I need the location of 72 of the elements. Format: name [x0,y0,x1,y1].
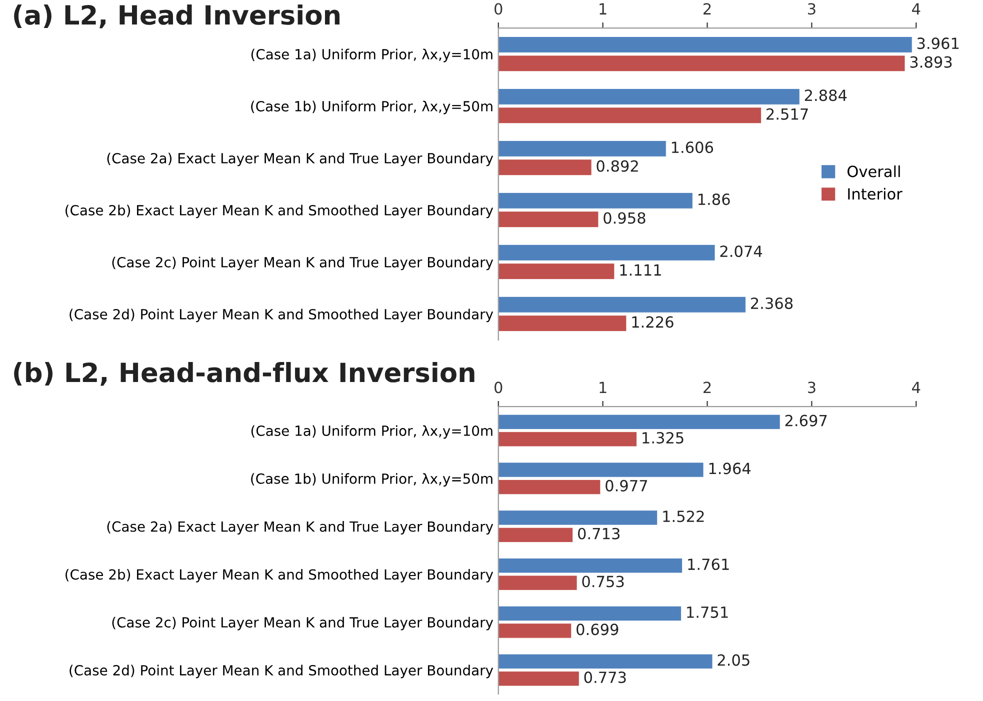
x-tick-label: 0 [494,3,502,15]
y-tick-label: (Case 1a) Uniform Prior, λx,y=10m [251,48,492,62]
bar [498,480,601,495]
data-label: 1.111 [620,264,661,276]
y-tick-label: (Case 2d) Point Layer Mean K and Smoothed Layer Boundary [70,664,494,678]
bar [498,510,658,526]
data-label: 1.522 [663,510,704,522]
data-label: 1.751 [687,606,728,618]
bar [498,107,762,124]
data-label: 0.699 [576,624,618,636]
y-tick-label: (Case 2a) Exact Layer Mean K and True Layer Boundary [107,152,494,166]
data-label: 2.517 [766,108,808,120]
bar [498,527,574,542]
text: (b) L2, Head-and-flux Inversion [14,362,474,386]
bar [498,244,716,261]
data-label: 1.226 [632,316,674,328]
bar [498,159,592,176]
bar [498,296,746,313]
y-tick-label: (Case 1a) Uniform Prior, λx,y=10m [251,425,492,439]
bar [498,462,704,478]
x-tick-label: 2 [704,3,711,14]
x-tick-label: 3 [808,382,816,394]
data-label: 0.958 [604,212,646,224]
y-tick-label: (Case 2c) Point Layer Mean K and True Layer Boundary [112,256,494,270]
y-tick-label: (Case 1b) Uniform Prior, λx,y=50m [251,100,492,114]
x-tick-label: 4 [912,3,920,14]
y-tick-label: (Case 2b) Exact Layer Mean K and Smoothed Layer Boundary [66,568,494,582]
bar [498,315,627,332]
data-label: 0.713 [578,528,620,540]
x-tick-label: 3 [808,3,816,15]
bar [498,671,580,686]
y-tick-label: (Case 2a) Exact Layer Mean K and True Layer Boundary [107,521,494,534]
bar [498,140,666,157]
data-label: 1.606 [672,142,714,154]
bar [498,606,682,622]
bar [498,55,906,72]
bar [498,432,637,447]
data-label: 3.961 [917,38,959,50]
bar [498,192,693,209]
bar [498,414,780,430]
x-tick-label: 1 [600,382,606,393]
text: (a) L2, Head Inversion [14,4,340,28]
data-label: 1.964 [709,462,751,474]
y-tick-label: (Case 2b) Exact Layer Mean K and Smoothed Layer Boundary [66,204,494,218]
data-label: 2.074 [720,246,762,258]
bar [498,654,713,669]
data-label: 0.753 [582,576,624,588]
bar [498,36,912,53]
y-tick-label: (Case 1b) Uniform Prior, λx,y=50m [251,473,492,487]
data-label: 0.977 [606,480,648,492]
data-label: 2.884 [804,90,847,102]
x-tick-label: 0 [494,382,502,394]
y-tick-label: (Case 2d) Point Layer Mean K and Smoothed Layer Boundary [70,308,494,322]
data-label: 0.892 [596,160,638,172]
bar [498,88,800,105]
legend-label: Interior [848,188,902,200]
bar [498,623,572,638]
bar [498,211,599,228]
data-label: 2.368 [750,298,793,310]
x-tick-label: 2 [704,382,711,393]
legend-label: Overall [848,165,900,178]
data-label: 1.325 [642,432,684,444]
data-label: 1.761 [688,558,729,570]
data-label: 1.86 [698,194,730,206]
x-tick-label: 1 [600,3,606,14]
data-label: 2.05 [718,654,750,666]
data-label: 2.697 [785,414,827,426]
x-tick-label: 4 [912,382,920,393]
data-label: 3.893 [910,56,952,68]
bar [498,263,615,280]
data-label: 0.773 [584,672,626,684]
y-tick-label: (Case 2c) Point Layer Mean K and True Layer Boundary [112,616,494,630]
